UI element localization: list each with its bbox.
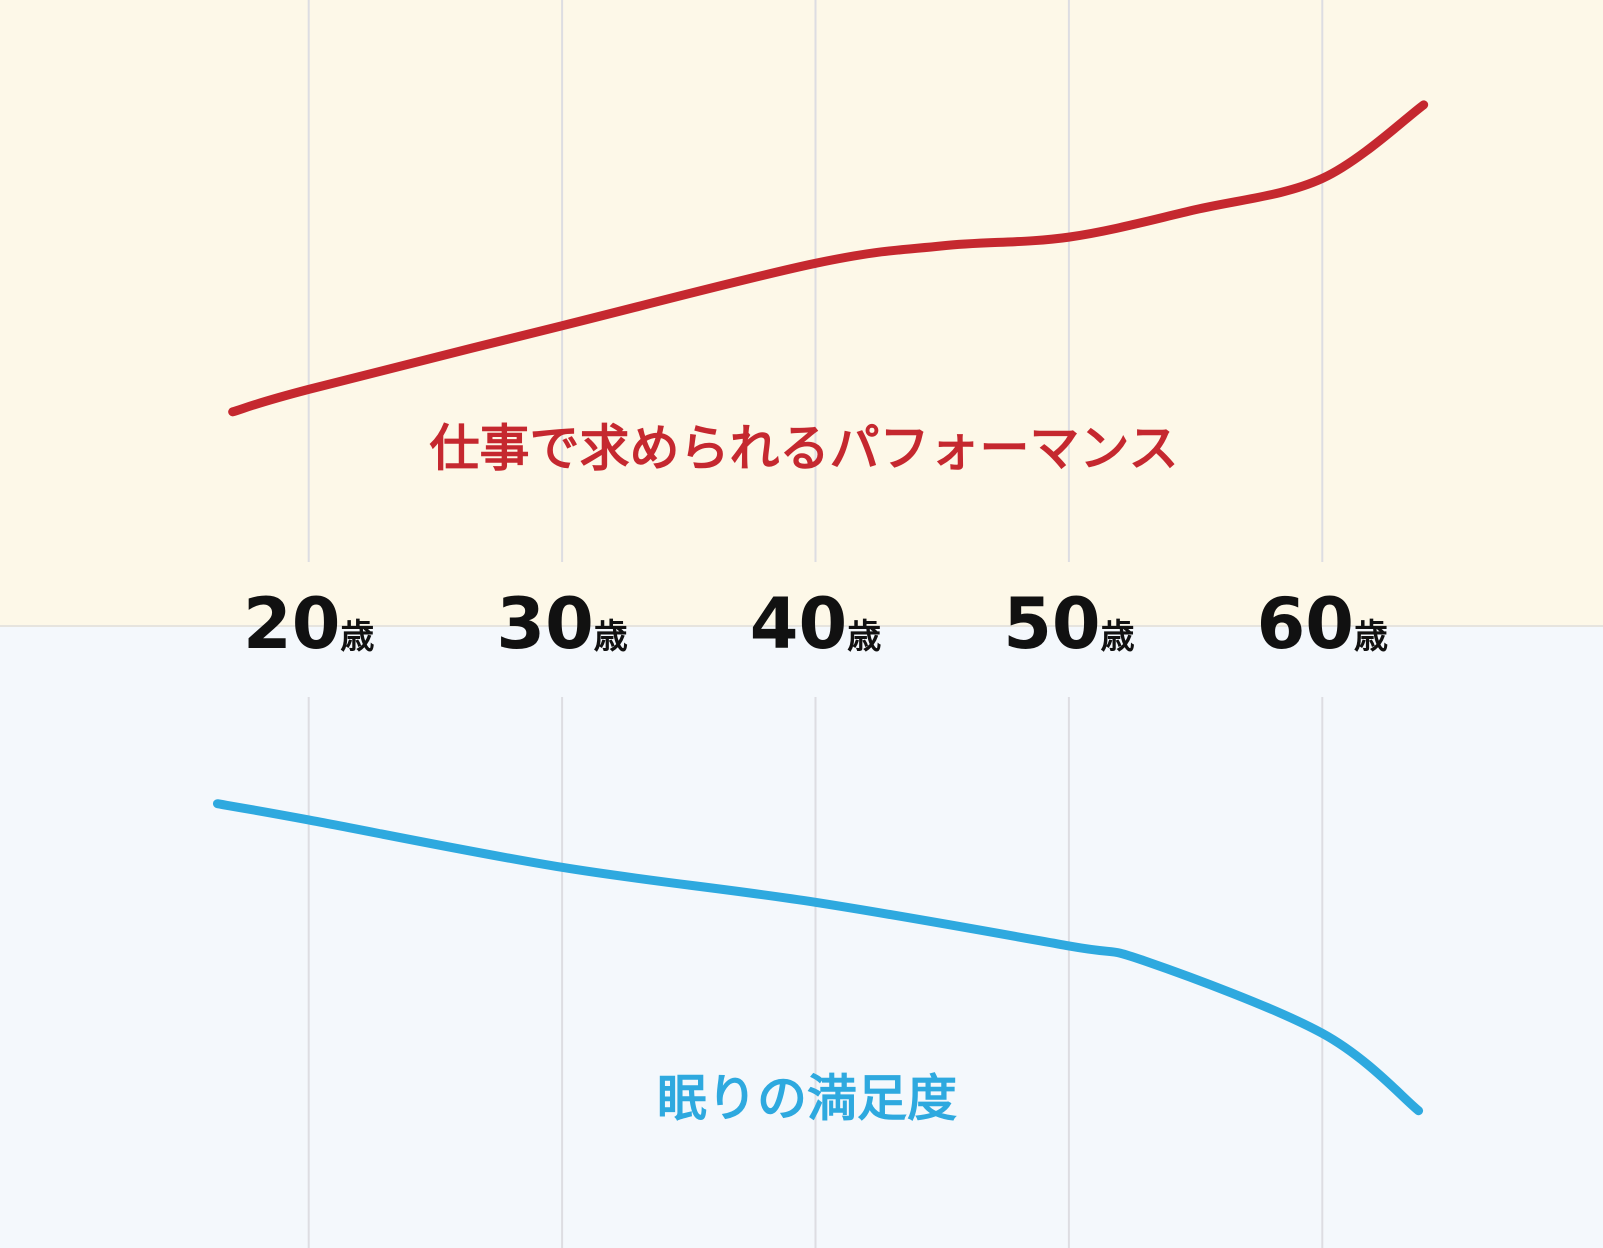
tick-unit: 歳 (1101, 617, 1135, 657)
x-tick-label: 30歳 (496, 583, 627, 665)
tick-number: 50 (1003, 583, 1100, 665)
x-tick-label: 50歳 (1003, 583, 1134, 665)
series-line (228, 100, 1429, 417)
series-label: 眠りの満足度 (657, 1070, 957, 1128)
tick-unit: 歳 (340, 617, 374, 657)
bottom-panel (0, 626, 1603, 1248)
tick-unit: 歳 (1354, 617, 1388, 657)
tick-unit: 歳 (847, 617, 881, 657)
x-tick-label: 40歳 (750, 583, 881, 665)
tick-number: 60 (1257, 583, 1354, 665)
series-line (212, 799, 1424, 1116)
x-tick-label: 20歳 (243, 583, 374, 665)
tick-number: 20 (243, 583, 340, 665)
top-panel (0, 0, 1603, 626)
x-tick-label: 60歳 (1257, 583, 1388, 665)
tick-unit: 歳 (594, 617, 628, 657)
tick-number: 30 (496, 583, 593, 665)
series-label: 仕事で求められるパフォーマンス (430, 420, 1179, 478)
tick-number: 40 (750, 583, 847, 665)
